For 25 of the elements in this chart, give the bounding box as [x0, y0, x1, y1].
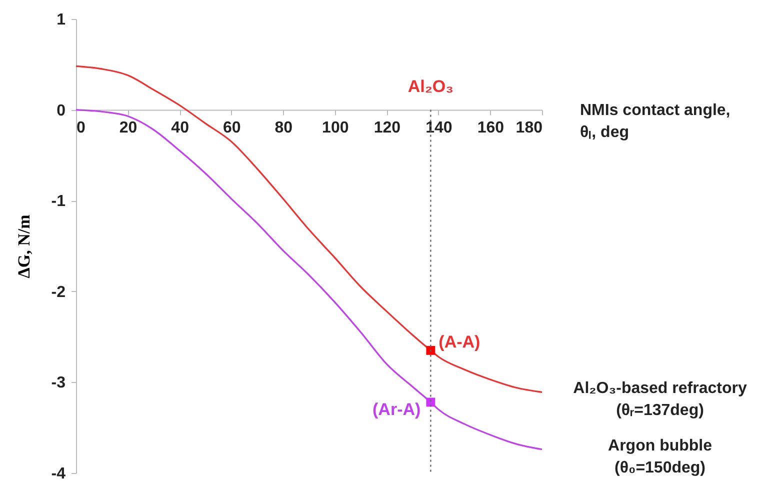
- y-tick-label: -1: [51, 193, 66, 210]
- y-tick-label: -3: [51, 374, 66, 392]
- text: Argon bubble (θ₀=150deg): [608, 437, 712, 476]
- annotation: (Ar-A): [372, 400, 421, 420]
- x-tick-label: 180: [516, 119, 543, 136]
- text: Al₂O₃-based refractory (θᵣ=137deg): [573, 380, 747, 420]
- x-tick-label: 160: [477, 119, 504, 136]
- y-tick-label: 1: [56, 12, 66, 28]
- y-tick-label: -2: [51, 284, 66, 301]
- x-tick-label: 60: [222, 119, 241, 136]
- y-tick-label: 0: [56, 102, 66, 120]
- line-series: [75, 65, 543, 393]
- ref-line-label: Al₂O₃: [408, 76, 454, 96]
- x-tick-label: 80: [274, 119, 293, 136]
- x-tick-label: 20: [119, 119, 138, 136]
- y-tick-label: -4: [51, 466, 66, 482]
- line-series: [75, 109, 543, 450]
- x-tick-label: 120: [374, 119, 401, 136]
- annotation: (A-A): [438, 332, 480, 352]
- y-axis-title: ΔG, N/m: [14, 214, 34, 278]
- x-tick-label: 0: [76, 119, 86, 136]
- x-tick-label: 100: [322, 119, 349, 136]
- x-tick-label: 140: [426, 119, 452, 136]
- x-axis-title: NMIs contact angle, θₗ, deg: [580, 102, 730, 141]
- x-tick-label: 40: [171, 119, 190, 136]
